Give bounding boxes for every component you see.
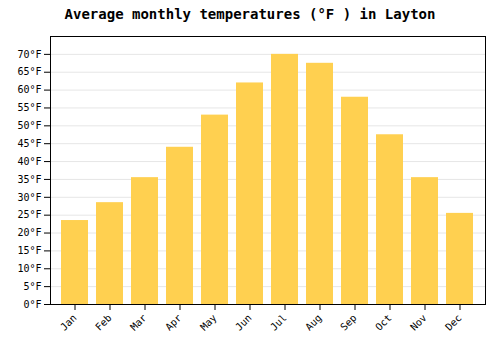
svg-text:15°F: 15°F <box>17 245 41 256</box>
svg-text:Jul: Jul <box>268 312 289 333</box>
svg-text:Dec: Dec <box>443 312 464 333</box>
svg-text:Jan: Jan <box>58 312 79 333</box>
svg-text:Sep: Sep <box>338 312 359 333</box>
svg-text:10°F: 10°F <box>17 263 41 274</box>
svg-text:May: May <box>198 312 219 333</box>
svg-text:55°F: 55°F <box>17 102 41 113</box>
svg-text:20°F: 20°F <box>17 227 41 238</box>
svg-text:0°F: 0°F <box>23 299 41 310</box>
svg-text:Jun: Jun <box>233 312 254 333</box>
svg-text:Feb: Feb <box>93 312 114 333</box>
svg-text:70°F: 70°F <box>17 49 41 60</box>
svg-text:65°F: 65°F <box>17 66 41 77</box>
svg-text:Mar: Mar <box>128 312 149 333</box>
html-text:Average monthly temperatures (: Average monthly temperatures (°F ) in La… <box>64 6 436 22</box>
svg-text:Apr: Apr <box>163 312 184 333</box>
svg-text:45°F: 45°F <box>17 138 41 149</box>
svg-text:5°F: 5°F <box>23 281 41 292</box>
svg-text:Nov: Nov <box>408 312 429 333</box>
svg-text:25°F: 25°F <box>17 209 41 220</box>
svg-text:60°F: 60°F <box>17 84 41 95</box>
svg-text:Aug: Aug <box>303 312 324 333</box>
svg-text:30°F: 30°F <box>17 192 41 203</box>
svg-text:Oct: Oct <box>373 312 394 333</box>
svg-text:35°F: 35°F <box>17 174 41 185</box>
svg-text:40°F: 40°F <box>17 156 41 167</box>
svg-text:50°F: 50°F <box>17 120 41 131</box>
